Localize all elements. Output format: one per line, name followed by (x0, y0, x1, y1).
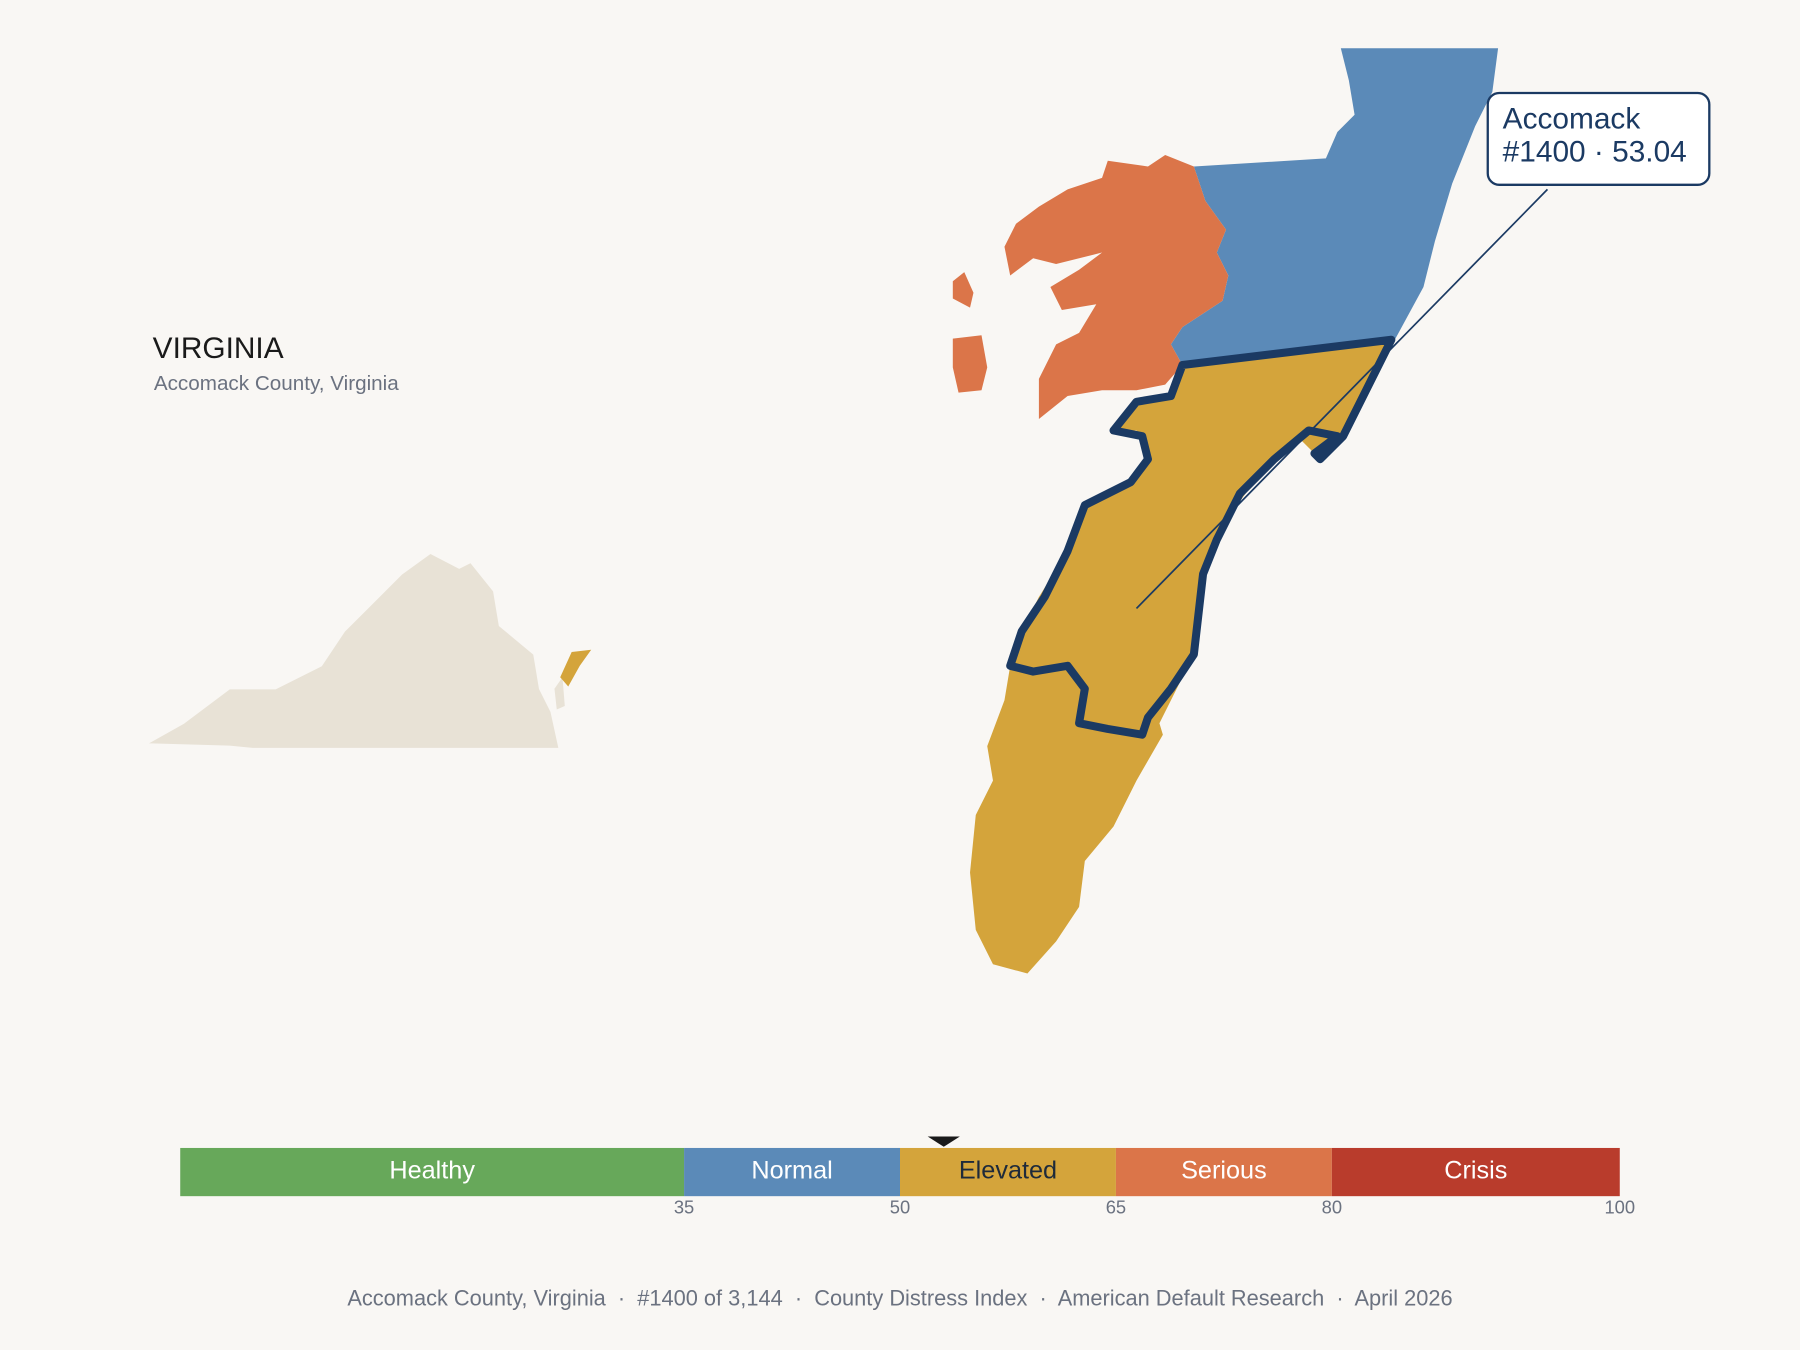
subtitle: Accomack County, Virginia (154, 372, 399, 395)
distress-scale: Healthy Normal Elevated Serious Crisis 35 50 65… (180, 1136, 1635, 1218)
scale-tick-label: 35 (674, 1197, 694, 1218)
scale-tick-label: 80 (1322, 1197, 1342, 1218)
callout-name: Accomack (1503, 102, 1641, 135)
scale-band-label: Normal (751, 1157, 832, 1185)
scale-tick-label: 65 (1106, 1197, 1126, 1218)
neighbor-county (1004, 154, 1229, 420)
scale-band (684, 1147, 900, 1197)
selected-county-outline[interactable] (1006, 335, 1396, 739)
scale-tick-label: 100 (1604, 1197, 1635, 1218)
scale-tick-label: 50 (890, 1197, 910, 1218)
county-highlight-inset (560, 649, 592, 687)
scale-band (1331, 1147, 1620, 1197)
scale-band (900, 1147, 1116, 1197)
neighbor-county (1170, 48, 1499, 366)
title: VIRGINIA (153, 332, 284, 365)
callout-box (1486, 91, 1711, 186)
scale-band-label: Elevated (959, 1157, 1057, 1185)
callout-detail: #1400 · 53.04 (1503, 136, 1687, 169)
state-inset-shore (554, 677, 565, 710)
neighbor-island (952, 272, 988, 393)
scale-marker (927, 1136, 960, 1147)
callout-leader (1135, 188, 1549, 610)
scale-band-label: Healthy (389, 1157, 475, 1185)
scale-band-label: Crisis (1444, 1157, 1507, 1185)
neighbor-county (970, 339, 1395, 974)
state-inset (144, 552, 560, 750)
scale-band (1115, 1147, 1332, 1197)
scale-band (180, 1147, 685, 1197)
scale-band-label: Serious (1181, 1157, 1267, 1185)
footer: Accomack County, Virginia · #1400 of 3,1… (347, 1285, 1452, 1310)
